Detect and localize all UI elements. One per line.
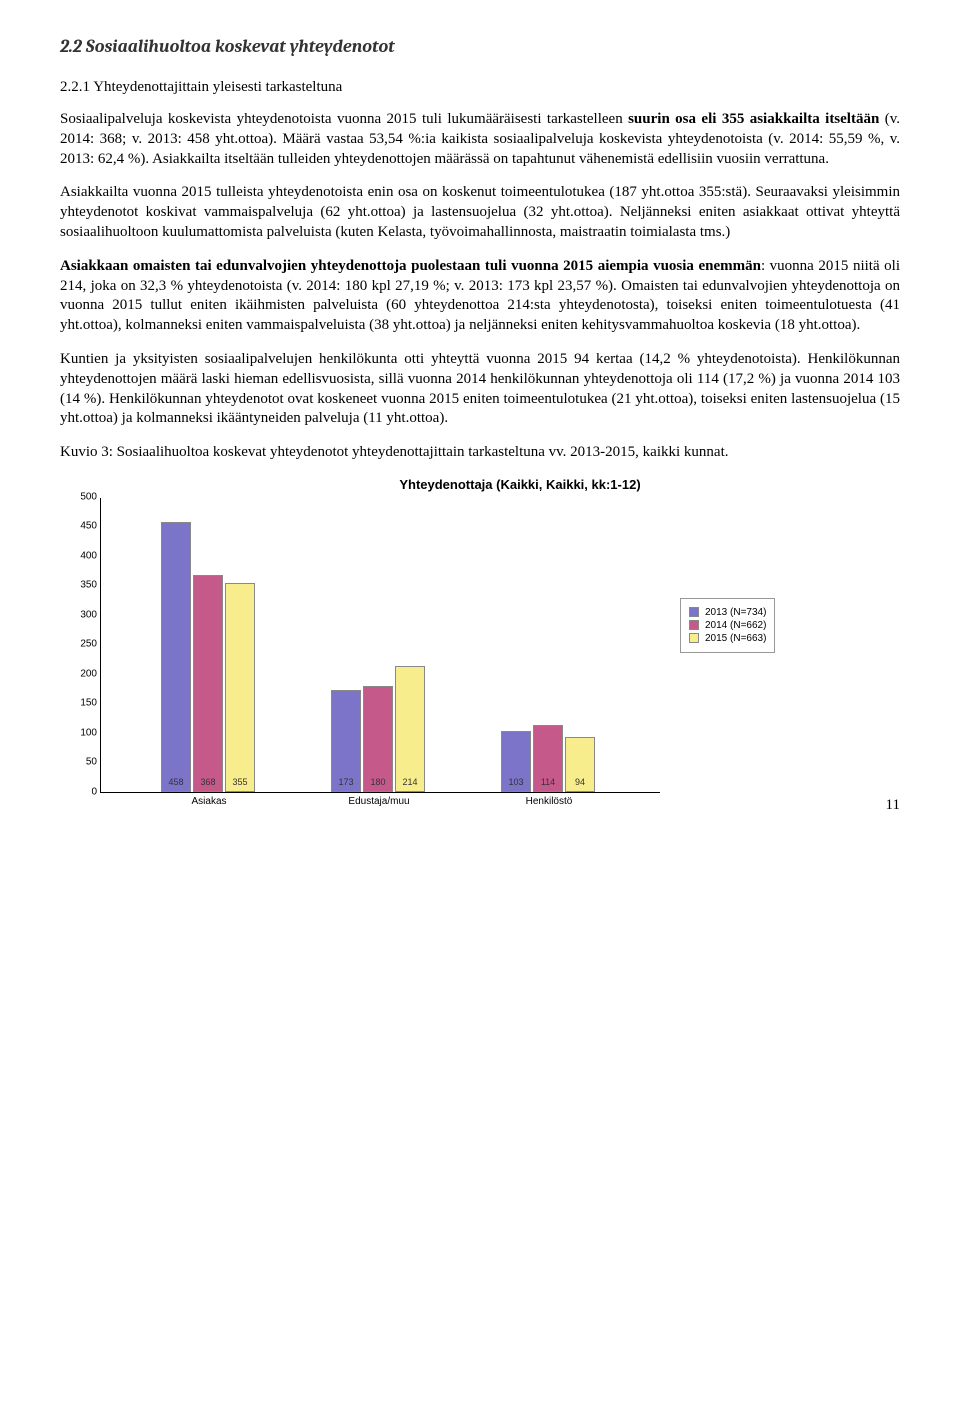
- bar-value-label: 458: [162, 777, 190, 787]
- bar: 214: [395, 666, 425, 792]
- page-number: 11: [60, 797, 900, 814]
- chart-plot: 050100150200250300350400450500458368355A…: [100, 498, 660, 793]
- chart-container: Yhteydenottaja (Kaikki, Kaikki, kk:1-12)…: [60, 477, 900, 793]
- bar: 114: [533, 725, 563, 792]
- y-axis-tick: 300: [65, 609, 97, 620]
- bar-value-label: 355: [226, 777, 254, 787]
- x-axis-tick: Edustaja/muu: [348, 796, 409, 807]
- legend-item: 2014 (N=662): [689, 620, 766, 631]
- bar: 173: [331, 690, 361, 792]
- paragraph-4: Kuntien ja yksityisten sosiaalipalveluje…: [60, 350, 900, 429]
- y-axis-tick: 400: [65, 550, 97, 561]
- paragraph-1: Sosiaalipalveluja koskevista yhteydenoto…: [60, 110, 900, 169]
- bar-value-label: 103: [502, 777, 530, 787]
- bar: 458: [161, 522, 191, 792]
- chart-title: Yhteydenottaja (Kaikki, Kaikki, kk:1-12): [100, 477, 900, 492]
- y-axis-tick: 100: [65, 727, 97, 738]
- bar-value-label: 114: [534, 777, 562, 787]
- chart-legend: 2013 (N=734) 2014 (N=662) 2015 (N=663): [680, 598, 775, 653]
- bar-value-label: 94: [566, 777, 594, 787]
- y-axis-tick: 150: [65, 698, 97, 709]
- y-axis-tick: 250: [65, 639, 97, 650]
- x-axis-tick: Henkilöstö: [526, 796, 573, 807]
- bar: 103: [501, 731, 531, 792]
- bar: 94: [565, 737, 595, 792]
- y-axis-tick: 450: [65, 521, 97, 532]
- legend-label: 2015 (N=663): [705, 633, 766, 644]
- paragraph-3: Asiakkaan omaisten tai edunvalvojien yht…: [60, 257, 900, 336]
- bar-group: 458 368 355: [161, 522, 257, 792]
- y-axis-tick: 500: [65, 491, 97, 502]
- section-heading-2: 2.2 Sosiaalihuoltoa koskevat yhteydenoto…: [60, 36, 900, 57]
- section-heading-3: 2.2.1 Yhteydenottajittain yleisesti tark…: [60, 79, 900, 96]
- legend-item: 2013 (N=734): [689, 607, 766, 618]
- text-run-bold: suurin osa eli 355 asiakkailta itseltään: [628, 111, 879, 127]
- bar: 355: [225, 583, 255, 792]
- y-axis-tick: 50: [65, 757, 97, 768]
- legend-item: 2015 (N=663): [689, 633, 766, 644]
- bar-value-label: 180: [364, 777, 392, 787]
- bar: 368: [193, 575, 223, 792]
- y-axis-tick: 0: [65, 786, 97, 797]
- chart-area: 050100150200250300350400450500458368355A…: [100, 498, 900, 793]
- text-run: Sosiaalipalveluja koskevista yhteydenoto…: [60, 111, 628, 127]
- legend-swatch: [689, 620, 699, 630]
- paragraph-2: Asiakkailta vuonna 2015 tulleista yhteyd…: [60, 183, 900, 242]
- legend-swatch: [689, 633, 699, 643]
- x-axis-tick: Asiakas: [191, 796, 226, 807]
- bar-value-label: 173: [332, 777, 360, 787]
- bar-group: 173 180 214: [331, 666, 427, 792]
- text-run-bold: Asiakkaan omaisten tai edunvalvojien yht…: [60, 258, 761, 274]
- y-axis-tick: 200: [65, 668, 97, 679]
- bar-value-label: 214: [396, 777, 424, 787]
- figure-caption: Kuvio 3: Sosiaalihuoltoa koskevat yhteyd…: [60, 443, 900, 463]
- legend-swatch: [689, 607, 699, 617]
- bar-group: 103 114 94: [501, 725, 597, 792]
- bar-value-label: 368: [194, 777, 222, 787]
- legend-label: 2014 (N=662): [705, 620, 766, 631]
- bar: 180: [363, 686, 393, 792]
- y-axis-tick: 350: [65, 580, 97, 591]
- legend-label: 2013 (N=734): [705, 607, 766, 618]
